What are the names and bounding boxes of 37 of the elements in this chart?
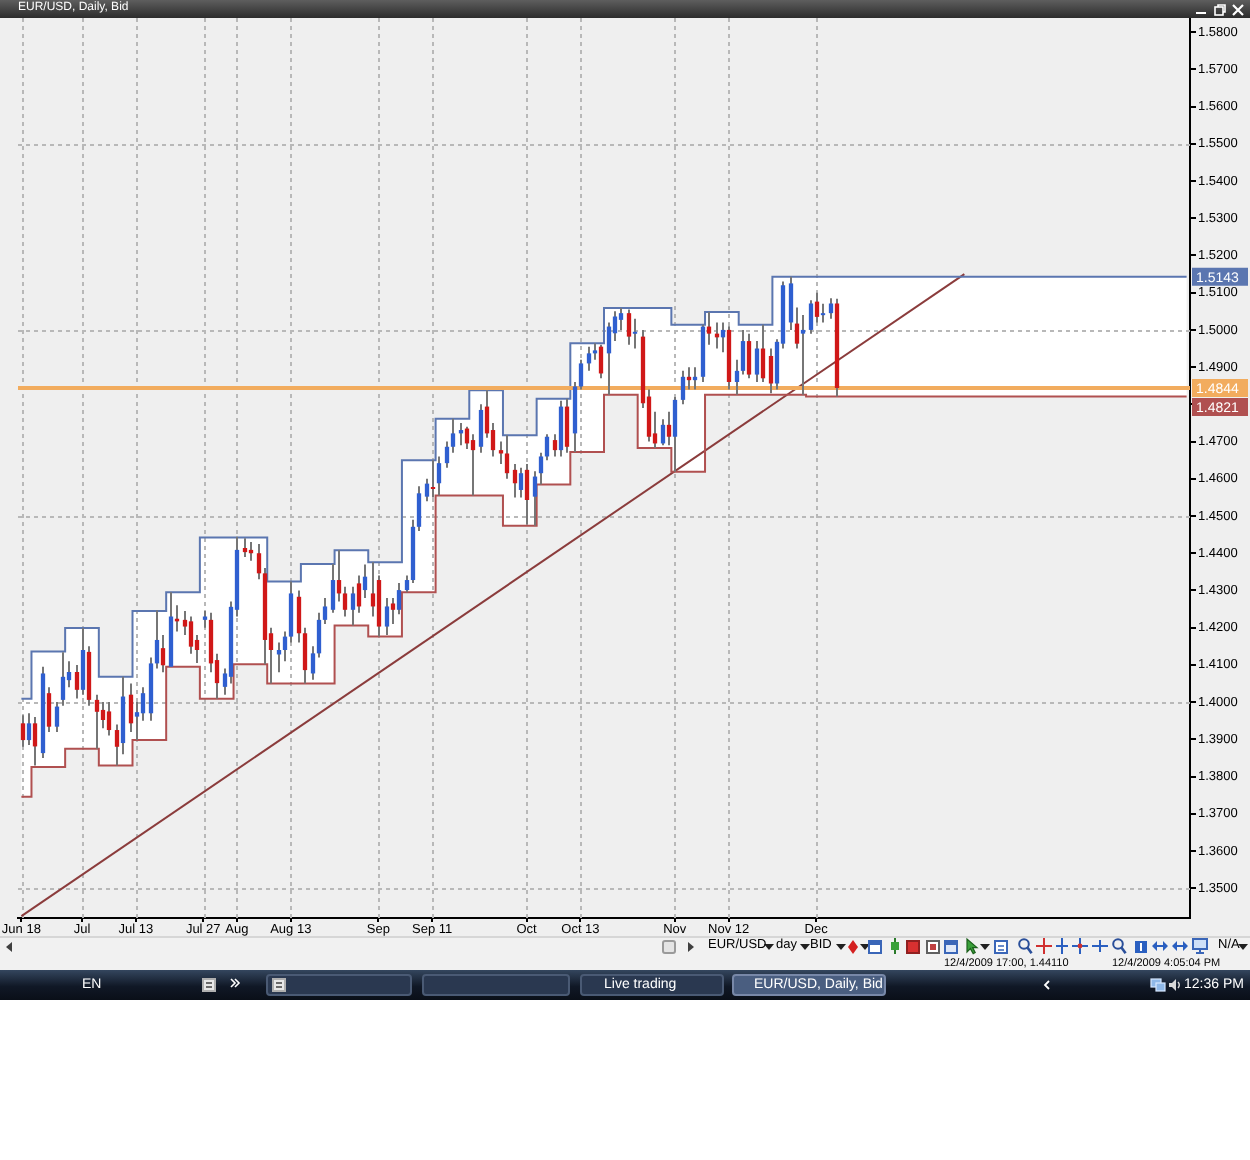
candlestick <box>524 462 530 526</box>
candlestick <box>666 410 672 447</box>
candlestick <box>504 434 510 480</box>
candlestick <box>680 369 686 406</box>
candlestick <box>660 418 666 447</box>
candlestick <box>586 345 592 372</box>
candlestick <box>746 332 752 380</box>
candlestick <box>128 682 134 733</box>
candlestick <box>20 714 26 748</box>
candlestick <box>60 651 66 707</box>
candlestick <box>46 686 52 733</box>
candlestick <box>94 693 100 750</box>
candlestick <box>552 433 558 458</box>
candlestick <box>828 297 834 320</box>
candlestick <box>808 299 814 335</box>
candlestick <box>800 314 806 396</box>
candlestick <box>564 397 570 454</box>
candlestick <box>598 343 604 380</box>
candlestick <box>54 701 60 733</box>
candlestick <box>558 399 564 458</box>
candlestick <box>672 395 678 473</box>
candlestick <box>74 663 80 700</box>
candlestick <box>626 308 632 346</box>
candlestick <box>518 466 524 499</box>
candlestick <box>32 716 38 767</box>
candlestick <box>436 455 442 497</box>
candlestick <box>396 582 402 616</box>
candlestick <box>512 462 518 499</box>
candlestick <box>470 433 476 497</box>
candlestick <box>754 340 760 384</box>
candlestick <box>26 712 32 746</box>
candlestick <box>106 701 112 737</box>
candlestick <box>384 596 390 637</box>
candlestick <box>706 311 712 346</box>
candlestick <box>760 323 766 384</box>
candlestick <box>768 347 774 395</box>
candlestick <box>188 615 194 655</box>
